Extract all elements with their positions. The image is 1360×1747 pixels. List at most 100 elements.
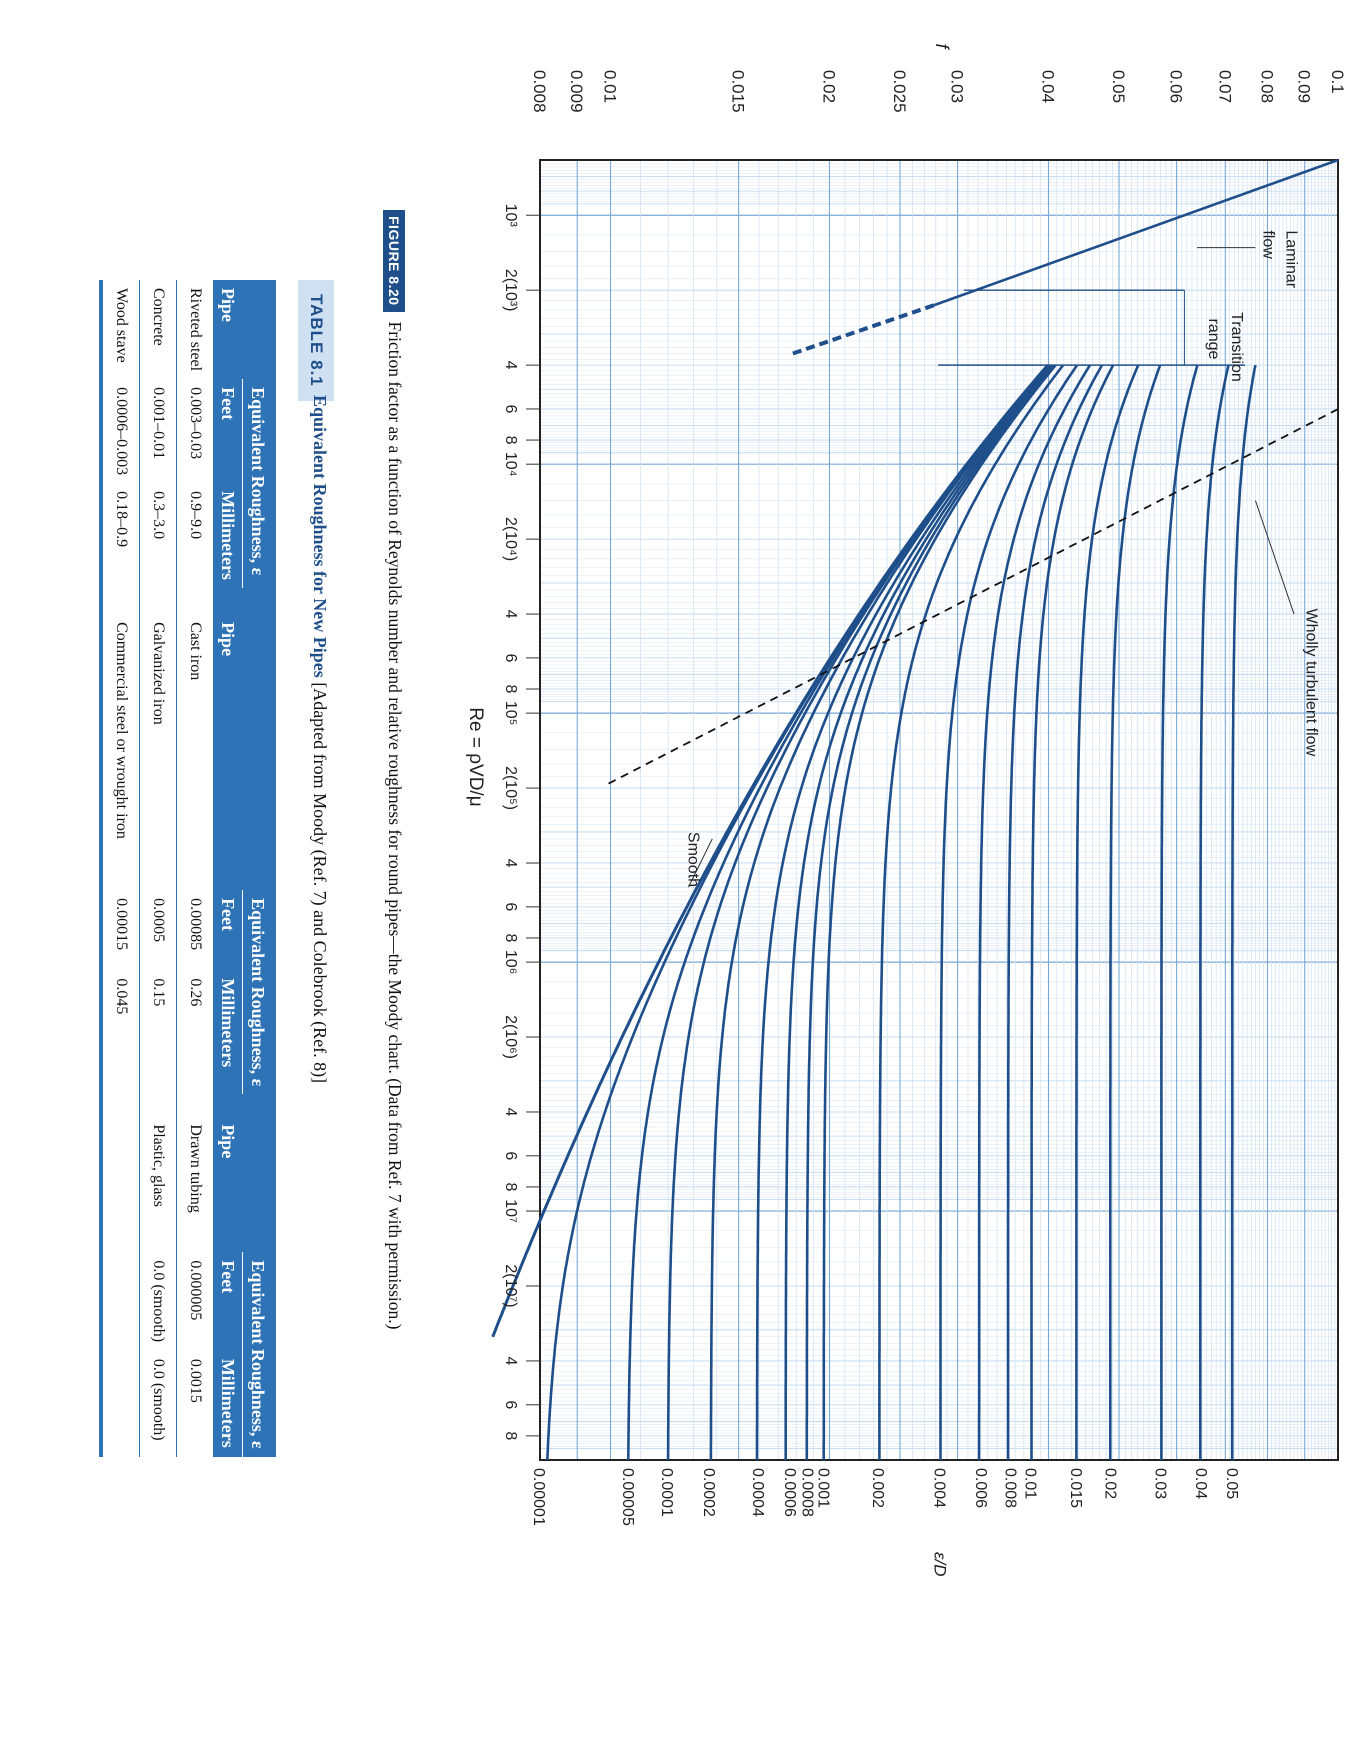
cell-feet: 0.000005 [176,1252,213,1351]
x-tick-label: 2(10⁶) [502,1015,519,1059]
x-tick-label: 10⁵ [502,701,519,725]
x-tick-label: 8 [502,934,519,943]
y-tick-label: 0.02 [820,70,839,103]
roughness-curve [709,364,1051,1460]
cell-mm: 0.3–3.0 [139,483,177,589]
col-header-feet: Feet [213,890,243,971]
laminar-line [933,158,1339,307]
cell-feet: 0.003–0.03 [176,379,213,484]
y-tick-label: 0.01 [601,70,620,103]
cell-feet: 0.0005 [139,890,177,971]
y-tick-label: 0.025 [890,70,909,113]
figure-label: FIGURE 8.20 [383,210,405,312]
cell-feet: 0.00085 [176,890,213,971]
roughness-curve [939,364,1079,1460]
roughness-curves [491,158,1339,1461]
table-label: TABLE 8.1 [298,280,334,401]
x-tick-label: 4 [502,1108,519,1117]
roughness-label: 0.0008 [798,1468,815,1517]
x-tick-label: 2(10³) [502,269,519,312]
cell-pipe: Galvanized iron [139,588,177,891]
x-tick-label: 10⁷ [502,1199,519,1223]
x-tick-label: 8 [502,1431,519,1440]
col-header-mm: Millimeters [213,483,243,589]
table-row: Riveted steel 0.003–0.03 0.9–9.0 Cast ir… [176,280,213,1457]
y-tick-label: 0.03 [948,70,967,103]
col-header-mm: Millimeters [213,1350,243,1457]
cell-feet: 0.001–0.01 [139,379,177,484]
col-header-pipe: Pipe [213,1094,276,1253]
plot-area [540,160,1338,1460]
cell-pipe: Drawn tubing [176,1094,213,1253]
y-axis-label: f [932,43,952,50]
cell-pipe: Riveted steel [176,280,213,380]
roughness-label: 0.015 [1067,1468,1084,1508]
table-row: Wood stave 0.0006–0.003 0.18–0.9 Commerc… [101,280,140,1457]
table-title-row: TABLE 8.1 Equivalent Roughness for New P… [298,150,360,1600]
cell-mm: 0.045 [101,970,140,1095]
laminar-line-extension [791,303,935,356]
col-header-feet: Feet [213,379,243,484]
cell-pipe: Wood stave [101,280,140,380]
roughness-label: 0.0004 [749,1468,766,1517]
roughness-label: 0.02 [1101,1468,1118,1499]
chart-annotations [688,247,1295,888]
col-group-roughness: Equivalent Roughness, ε [242,1252,276,1457]
cell-mm: 0.15 [139,970,177,1095]
roughness-table: Pipe Equivalent Roughness, ε Pipe Equiva… [99,280,276,1457]
cell-mm: 0.26 [176,970,213,1095]
roughness-label: 0.01 [1021,1468,1038,1499]
col-group-roughness: Equivalent Roughness, ε [242,890,276,1095]
y-tick-label: 0.09 [1295,70,1314,103]
x-tick-label: 6 [502,1151,519,1160]
x-axis-label: Re = ρVD/μ [465,707,486,806]
roughness-curve [755,364,1052,1460]
cell-mm: 0.0015 [176,1350,213,1457]
y-tick-label: 0.009 [567,70,586,113]
roughness-curve [878,364,1065,1460]
roughness-label: 0.04 [1192,1468,1209,1499]
x-tick-label: 8 [502,685,519,694]
x-tick-label: 6 [502,653,519,662]
x-tick-label: 8 [502,1182,519,1191]
turbulent-label: Wholly turbulent flow [1302,609,1319,757]
roughness-curve [1006,364,1104,1460]
cell-pipe: Commercial steel or wrought iron [101,588,140,891]
cell-pipe: Concrete [139,280,177,380]
cell-mm: 0.18–0.9 [101,483,140,589]
roughness-label: 0.002 [869,1468,886,1508]
laminar-label: flow [1260,230,1277,259]
y-tick-label: 0.1 [1328,70,1347,94]
smooth-pointer [688,838,713,888]
x-tick-label: 2(10⁷) [502,1264,519,1307]
y-tick-label: 0.06 [1167,70,1186,103]
col-header-pipe: Pipe [213,588,276,891]
x-tick-label: 10⁴ [502,452,519,477]
x-tick-label: 2(10⁵) [502,766,519,810]
cell-feet: 0.00015 [101,890,140,971]
roughness-curve [1030,364,1115,1460]
x-tick-label: 8 [502,436,519,445]
x-tick-label: 4 [502,859,519,868]
table-title-main: Equivalent Roughness for New Pipes [310,395,330,678]
roughness-label: 0.006 [972,1468,989,1508]
smooth-curve [491,364,1049,1338]
turbulent-boundary [603,408,1339,787]
transition-label: Transition [1228,312,1245,382]
transition-label: range [1205,319,1222,360]
col-header-mm: Millimeters [213,970,243,1095]
x-tick-label: 2(10⁴) [502,517,519,561]
roughness-curve [1199,364,1230,1460]
cell-mm: 0.9–9.0 [176,483,213,589]
y-tick-label: 0.008 [530,70,549,113]
y-tick-label: 0.015 [729,70,748,113]
col-header-pipe: Pipe [213,280,276,380]
x-tick-label: 6 [502,1400,519,1409]
axis-labels: 0.1 0.09 0.08 0.07 0.06 0.05 0.04 0.03 0.025 0.02… [465,43,1347,1576]
roughness-label: 0.0001 [658,1468,675,1517]
y-tick-label: 0.04 [1038,70,1057,103]
roughness-label: 0.00005 [619,1468,636,1526]
table-subtitle: [Adapted from Moody (Ref. 7) and Colebro… [310,682,330,1084]
figure-caption-text: Friction factor as a function of Reynold… [385,321,405,1330]
